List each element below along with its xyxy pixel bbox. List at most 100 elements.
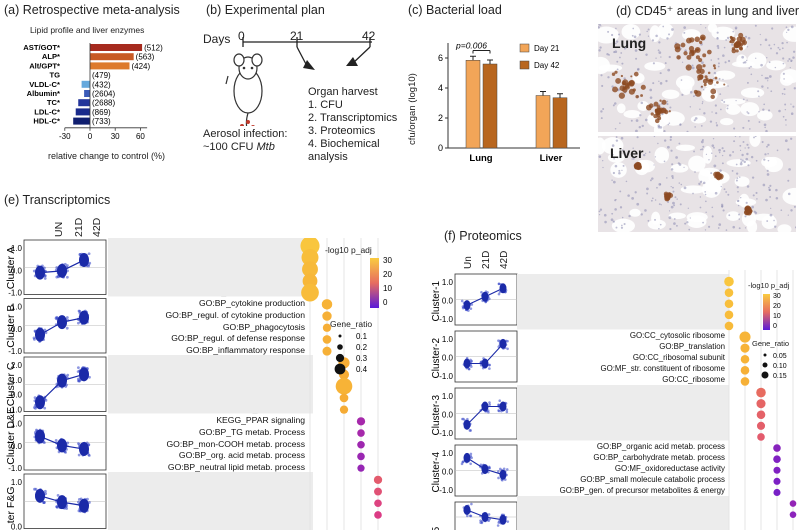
tissue-nucleus: [615, 139, 619, 142]
tissue-nucleus: [754, 24, 757, 27]
tissue-nucleus: [619, 206, 623, 209]
tissue-nucleus: [631, 197, 635, 200]
tissue-nucleus: [615, 27, 617, 30]
f-go-dot: [724, 310, 734, 320]
tissue-nucleus: [722, 54, 725, 57]
tissue-nucleus: [784, 93, 786, 96]
tissue-nucleus: [616, 40, 619, 43]
cd45-stain: [656, 110, 660, 113]
tissue-nucleus: [687, 207, 690, 209]
tissue-nucleus: [739, 176, 741, 178]
cluster-point: [65, 507, 69, 510]
e-color-legend-tick: 10: [383, 284, 392, 293]
tissue-nucleus: [604, 220, 607, 224]
tissue-nucleus: [623, 222, 626, 226]
panel-e-title: (e) Transcriptomics: [4, 193, 111, 207]
tissue-nucleus: [680, 79, 683, 81]
cluster-point: [32, 269, 36, 273]
f-cluster-point: [469, 462, 472, 466]
panel-a-title: (a) Retrospective meta-analysis: [4, 3, 180, 17]
tissue-nucleus: [733, 127, 736, 130]
tissue-nucleus: [764, 77, 767, 80]
tissue-nucleus: [722, 78, 724, 81]
tissue-nucleus: [758, 95, 760, 98]
tissue-nucleus: [764, 126, 766, 129]
tissue-nucleus: [768, 75, 772, 78]
tissue-nucleus: [781, 92, 784, 95]
cd45-stain: [707, 71, 711, 75]
f-size-legend-dot: [762, 362, 768, 368]
cd45-stain: [614, 70, 618, 74]
tissue-nucleus: [612, 154, 614, 156]
go-term-label: GO:BP_mon-COOH metab. process: [166, 438, 306, 449]
cd45-stain: [685, 64, 692, 71]
go-term-label: GO:BP_neutral lipid metab. process: [167, 462, 305, 473]
cluster-ytick: 0.0: [11, 391, 23, 400]
tissue-airspace: [736, 54, 748, 67]
tissue-nucleus: [756, 80, 759, 82]
tissue-nucleus: [732, 225, 736, 229]
tissue-nucleus: [782, 57, 785, 60]
bar-a-label: LDL-C*: [34, 107, 60, 116]
tissue-nucleus: [615, 226, 618, 229]
tissue-nucleus: [692, 95, 695, 98]
cluster-point: [66, 373, 70, 377]
tissue-nucleus: [767, 159, 770, 162]
tissue-nucleus: [623, 47, 626, 50]
tissue-nucleus: [717, 47, 720, 50]
tissue-nucleus: [635, 119, 639, 122]
days-label: Days: [203, 32, 231, 46]
tissue-nucleus: [638, 33, 641, 36]
tissue-nucleus: [651, 177, 654, 180]
tissue-nucleus: [667, 68, 671, 72]
cluster-violin: [79, 253, 89, 268]
f-size-legend-tick: 0.10: [773, 363, 787, 370]
tissue-nucleus: [607, 76, 610, 79]
tissue-nucleus: [717, 57, 720, 60]
tissue-nucleus: [628, 214, 631, 218]
tissue-nucleus: [668, 216, 672, 220]
tissue-nucleus: [599, 208, 603, 211]
tissue-nucleus: [657, 49, 660, 52]
tissue-nucleus: [739, 162, 743, 166]
bar-a: [78, 99, 90, 107]
tissue-nucleus: [725, 229, 728, 231]
tissue-nucleus: [727, 59, 731, 63]
f-cluster-ytick: 0.0: [442, 468, 454, 477]
cd45-stain: [680, 42, 686, 48]
f-color-legend-tick: 0: [773, 323, 777, 330]
cluster-point: [54, 439, 58, 442]
cd45-stain: [628, 80, 635, 87]
legend-c-label: Day 42: [534, 61, 560, 70]
f-cluster-point: [497, 282, 501, 286]
bar-a: [73, 117, 90, 125]
cd45-stain: [700, 85, 703, 88]
tissue-nucleus: [635, 129, 638, 132]
go-dot: [335, 377, 353, 395]
tissue-nucleus: [747, 119, 750, 122]
cd45-stain: [735, 49, 739, 53]
f-cluster-trend: [466, 457, 504, 476]
tissue-nucleus: [739, 144, 742, 147]
cluster-ytick: -1.0: [8, 464, 22, 473]
f-cluster-point: [497, 470, 500, 473]
tissue-nucleus: [627, 194, 630, 197]
tissue-nucleus: [666, 100, 669, 103]
tissue-nucleus: [672, 190, 675, 193]
cd45-stain: [659, 99, 662, 102]
tissue-nucleus: [666, 102, 669, 106]
tissue-nucleus: [737, 191, 739, 193]
cluster-ytick: 0.0: [11, 266, 23, 275]
f-go-dot: [724, 276, 734, 287]
tissue-nucleus: [636, 202, 640, 206]
f-cluster-point: [497, 476, 500, 480]
e-size-legend-tick: 0.1: [356, 332, 368, 341]
tissue-nucleus: [659, 72, 662, 75]
tissue-nucleus: [713, 71, 717, 75]
f-cluster-point: [470, 359, 473, 363]
f-color-legend-bar: [763, 294, 770, 330]
cd45-stain: [703, 83, 707, 87]
tissue-nucleus: [637, 68, 639, 71]
tissue-airspace: [698, 169, 712, 184]
f-cluster-ytick: -1.0: [439, 429, 453, 438]
